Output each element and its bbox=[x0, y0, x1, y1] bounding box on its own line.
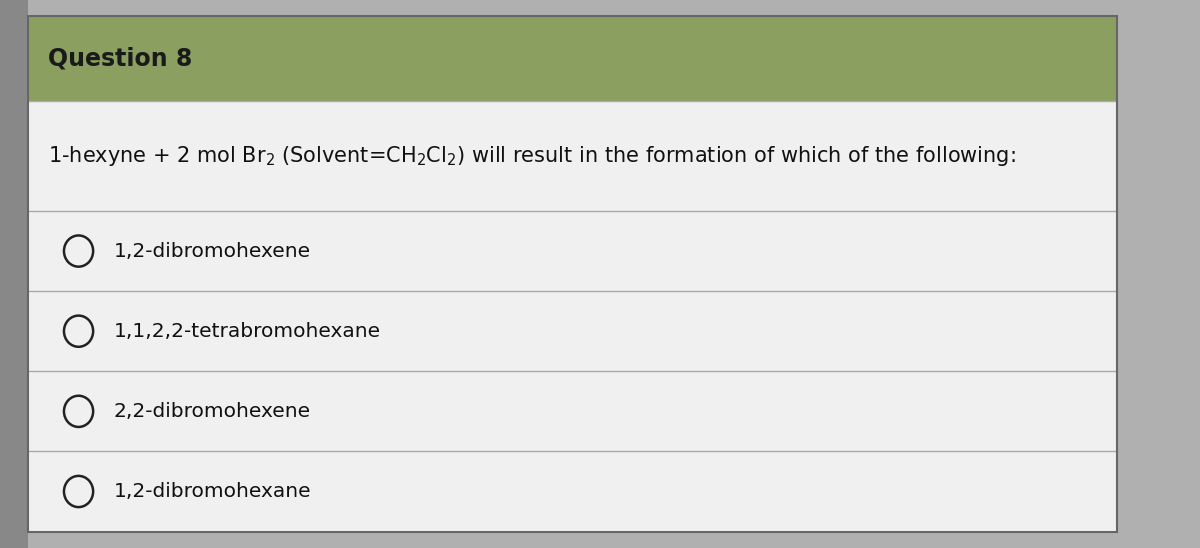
Text: 1,2-dibromohexene: 1,2-dibromohexene bbox=[113, 242, 311, 260]
Text: 2,2-dibromohexene: 2,2-dibromohexene bbox=[113, 402, 311, 421]
FancyBboxPatch shape bbox=[0, 0, 28, 548]
Text: 1,2-dibromohexane: 1,2-dibromohexane bbox=[113, 482, 311, 501]
Text: 1-hexyne + 2 mol Br$_2$ (Solvent=CH$_2$Cl$_2$) will result in the formation of w: 1-hexyne + 2 mol Br$_2$ (Solvent=CH$_2$C… bbox=[48, 144, 1016, 168]
FancyBboxPatch shape bbox=[28, 101, 1116, 532]
Text: Question 8: Question 8 bbox=[48, 47, 193, 71]
FancyBboxPatch shape bbox=[28, 16, 1116, 101]
Text: 1,1,2,2-tetrabromohexane: 1,1,2,2-tetrabromohexane bbox=[113, 322, 380, 341]
